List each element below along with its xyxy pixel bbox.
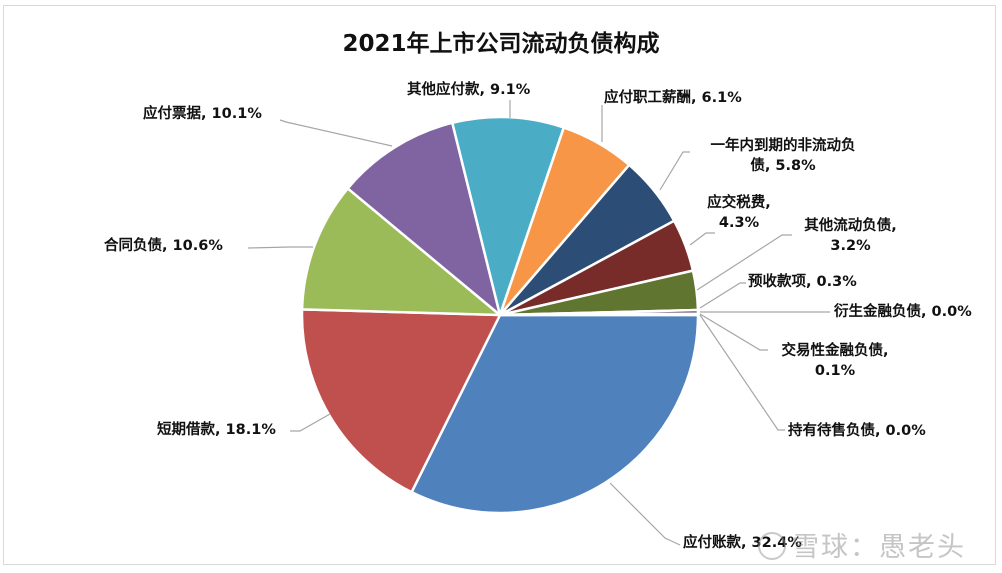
pie-slice: 其他应付款, 9.1%	[451, 115, 566, 317]
watermark-text: 雪球：愚老头	[792, 532, 966, 563]
label-yingfu-piaoju: 应付票据, 10.1%	[143, 106, 262, 122]
label-duanqi-jiekuan: 短期借款, 18.1%	[157, 422, 276, 438]
leader-line-yushou	[699, 282, 746, 309]
label-yingjiao-line2: 4.3%	[718, 215, 760, 231]
label-qita-liudong-line2: 3.2%	[830, 238, 871, 254]
leader-lines	[247, 100, 830, 546]
leader-line-jiaoyi	[699, 313, 768, 351]
snowball-logo-icon	[758, 531, 786, 560]
label-qita-liudong-fuzhai: 其他流动负债, 3.2%	[788, 216, 913, 256]
pie-slice: 交易性金融负债, 0.1%	[498, 312, 700, 317]
label-yushou-kuanxiang: 预收款项, 0.3%	[748, 274, 857, 290]
label-yinian-daoqi: 一年内到期的非流动负 债, 5.8%	[688, 136, 878, 176]
chart-title: 2021年上市公司流动负债构成	[342, 31, 660, 57]
label-yinian-line1: 一年内到期的非流动负	[710, 138, 856, 154]
leader-line-yingfu-piaoju	[279, 119, 393, 147]
leader-line-duanqi-jiekuan	[290, 413, 331, 432]
label-jiaoyi-line2: 0.1%	[814, 363, 856, 379]
label-qita-yingfukuan: 其他应付款, 9.1%	[407, 82, 531, 98]
label-yansheng-jinrong: 衍生金融负债, 0.0%	[834, 304, 972, 320]
label-hetong-fuzhai: 合同负债, 10.6%	[104, 238, 223, 254]
label-jiaoyixing-jinrong: 交易性金融负债, 0.1%	[765, 341, 905, 381]
label-chiyou-daishou: 持有待售负债, 0.0%	[788, 423, 926, 439]
leader-line-yinian	[659, 151, 690, 191]
label-yingjiao-line1: 应交税费,	[707, 195, 771, 211]
label-qita-liudong-line1: 其他流动负债,	[804, 218, 897, 234]
leader-line-yingjiao	[689, 232, 715, 246]
leader-line-hetong-fuzhai	[247, 246, 313, 249]
leader-line-yingfu-zhangkuan	[609, 482, 681, 546]
pie-slice: 合同负债, 10.6%	[300, 187, 502, 317]
leader-line-chiyou	[699, 314, 785, 431]
pie-slice: 应付票据, 10.1%	[346, 121, 502, 317]
leader-line-qita-liudong	[696, 234, 792, 291]
pie-slices: 应付账款, 32.4%短期借款, 18.1%合同负债, 10.6%应付票据, 1…	[300, 115, 700, 515]
label-yingjiao-shuifei: 应交税费, 4.3%	[694, 193, 784, 233]
label-yinian-line2: 债, 5.8%	[750, 158, 816, 174]
watermark: 雪球：愚老头	[758, 525, 966, 564]
pie-slice: 短期借款, 18.1%	[300, 308, 502, 494]
label-jiaoyi-line1: 交易性金融负债,	[781, 343, 889, 359]
pie-slice: 应付账款, 32.4%	[410, 313, 700, 515]
label-zhigong-xinchou: 应付职工薪酬, 6.1%	[604, 90, 742, 106]
